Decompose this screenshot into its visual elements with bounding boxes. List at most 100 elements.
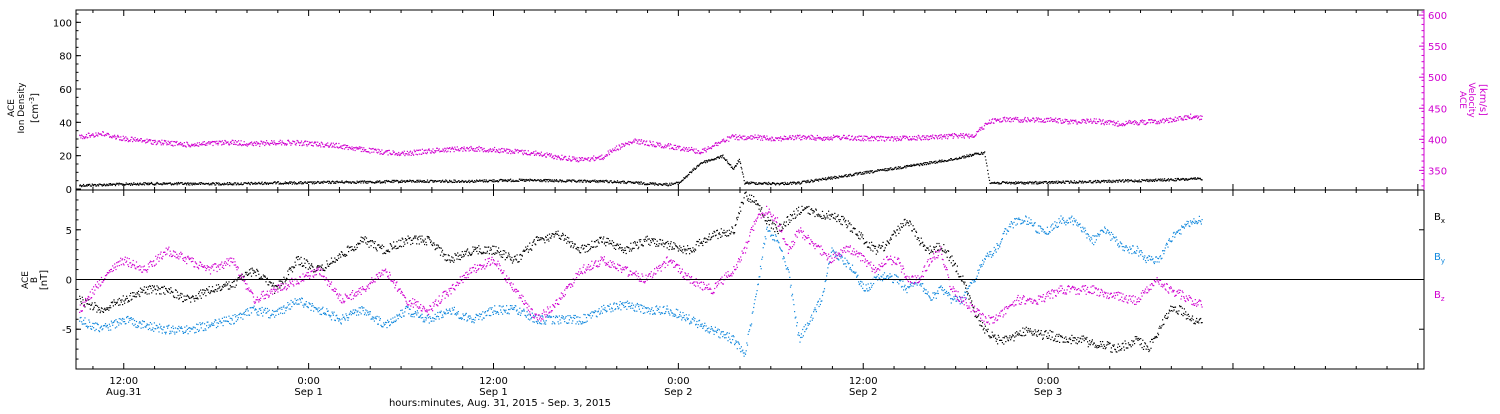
bx-series-point <box>704 241 707 243</box>
density-series-point <box>189 184 191 186</box>
bx-series-point <box>939 245 941 247</box>
velocity-series-point <box>673 148 675 150</box>
bx-series-point <box>648 243 650 245</box>
bx-series-point <box>605 241 607 243</box>
density-series-point <box>411 181 413 183</box>
bx-series-point <box>812 212 814 214</box>
velocity-series-point <box>1108 120 1110 122</box>
velocity-series-point <box>229 141 232 143</box>
density-series-point <box>925 164 927 166</box>
velocity-series-point <box>217 144 219 146</box>
bx-series-point <box>252 272 255 274</box>
bx-series-point <box>653 238 655 240</box>
velocity-series-point <box>707 148 709 150</box>
bx-series-point <box>715 234 717 236</box>
density-series-point <box>276 181 278 184</box>
velocity-series-point <box>612 150 614 152</box>
density-series-point <box>865 170 867 173</box>
bx-series-point <box>842 215 844 218</box>
density-series-point <box>428 181 430 183</box>
density-series-point <box>483 179 485 181</box>
velocity-series-point <box>898 138 900 140</box>
density-series-point <box>130 184 132 186</box>
velocity-series-point <box>501 147 503 150</box>
velocity-series-point <box>1162 118 1165 120</box>
density-series-point <box>794 182 796 184</box>
bx-series-point <box>394 245 396 247</box>
bx-series-point <box>958 276 961 278</box>
velocity-series-point <box>841 137 843 139</box>
velocity-series-point <box>842 136 844 138</box>
bx-series-point <box>560 238 562 240</box>
velocity-series-point <box>1016 118 1018 120</box>
velocity-series-point <box>914 139 916 141</box>
bx-series-point <box>765 220 767 222</box>
bx-series-point <box>870 249 872 251</box>
bx-series-point <box>907 222 909 224</box>
density-series-point <box>208 184 210 186</box>
density-series-point <box>1048 181 1051 183</box>
density-series-point <box>1057 180 1059 182</box>
bx-series-point <box>589 247 592 250</box>
velocity-series-point <box>329 144 331 146</box>
velocity-series-point <box>1136 123 1138 125</box>
bx-series-point <box>728 235 730 237</box>
velocity-series-point <box>335 142 337 144</box>
bx-series-point <box>826 213 828 215</box>
velocity-series-point <box>165 140 167 142</box>
density-series-point <box>1163 179 1165 181</box>
bx-series-point <box>139 287 142 289</box>
bx-series-point <box>533 240 535 242</box>
density-series-point <box>922 164 924 166</box>
velocity-series-point <box>1096 122 1098 125</box>
velocity-series-point <box>527 150 529 152</box>
density-series-point <box>605 179 607 181</box>
velocity-series-point <box>262 143 264 145</box>
velocity-series-point <box>451 146 453 148</box>
bx-series-point <box>357 242 359 244</box>
bx-series-point <box>888 242 890 244</box>
density-series-point <box>547 181 549 183</box>
bx-series-point <box>518 261 520 263</box>
bx-series-point <box>432 244 434 247</box>
bx-series-point <box>495 246 497 248</box>
density-series-point <box>571 179 573 181</box>
bx-series-point <box>120 299 122 301</box>
velocity-series-point <box>786 137 789 139</box>
velocity-series-point <box>725 141 727 143</box>
bx-series-point <box>215 289 217 291</box>
density-series-point <box>507 179 509 181</box>
bx-series-point <box>693 249 695 251</box>
density-series-point <box>564 180 566 183</box>
velocity-series-point <box>1045 121 1047 123</box>
velocity-series-point <box>380 153 382 155</box>
velocity-series-point <box>808 135 810 137</box>
velocity-series-point <box>595 158 597 160</box>
velocity-series-point <box>1073 119 1075 121</box>
velocity-series-point <box>1106 121 1108 123</box>
density-series-point <box>638 183 640 185</box>
bx-series-point <box>256 268 258 270</box>
density-series-point <box>404 181 407 183</box>
bx-series-point <box>217 288 219 290</box>
velocity-series-point <box>210 141 212 143</box>
density-series-point <box>233 182 235 184</box>
bx-series-point <box>780 223 782 225</box>
bx-series-point <box>867 246 869 248</box>
velocity-series-point <box>1123 125 1125 127</box>
velocity-series-point <box>646 140 648 142</box>
velocity-series-point <box>362 148 364 151</box>
bx-series-point <box>677 250 679 252</box>
bx-series-point <box>305 259 307 261</box>
velocity-series-point <box>545 156 547 158</box>
bx-series-point <box>952 260 954 262</box>
bx-series-point <box>124 299 126 301</box>
velocity-series-point <box>727 136 729 138</box>
velocity-series-point <box>896 136 898 138</box>
velocity-series-point <box>699 153 702 155</box>
density-series-point <box>1098 180 1100 182</box>
bx-series-point <box>641 243 643 246</box>
velocity-series-point <box>771 137 774 139</box>
bx-series-point <box>158 288 160 290</box>
density-series-point <box>880 169 882 171</box>
